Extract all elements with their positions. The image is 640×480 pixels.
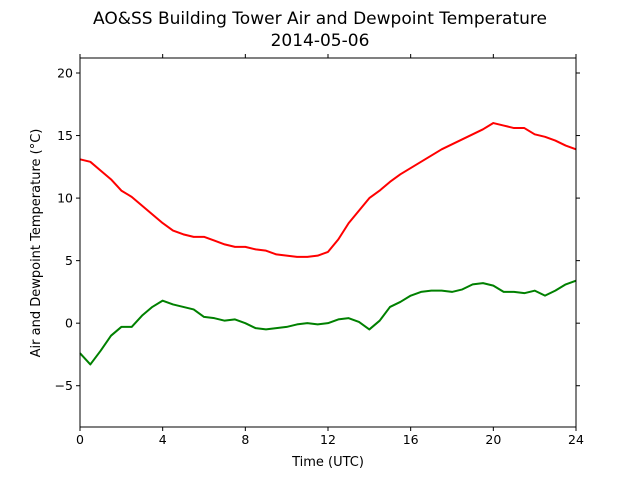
y-tick-label: 10 <box>57 191 73 206</box>
x-axis-label: Time (UTC) <box>291 455 364 470</box>
y-tick-label: 5 <box>65 253 73 268</box>
y-tick-label: −5 <box>55 378 73 393</box>
x-tick-label: 12 <box>320 432 336 447</box>
x-tick-label: 0 <box>76 432 84 447</box>
y-tick-label: 0 <box>65 316 73 331</box>
x-tick-label: 8 <box>241 432 249 447</box>
y-axis-label: Air and Dewpoint Temperature (°C) <box>29 129 44 358</box>
series-line-0 <box>79 122 577 258</box>
chart-title: AO&SS Building Tower Air and Dewpoint Te… <box>93 9 547 29</box>
plot-frame <box>79 57 577 428</box>
x-tick-label: 24 <box>568 432 584 447</box>
x-tick-label: 4 <box>159 432 167 447</box>
series-line-1 <box>79 279 577 366</box>
x-tick-label: 20 <box>485 432 501 447</box>
y-tick-label: 15 <box>57 128 73 143</box>
y-tick-label: 20 <box>57 66 73 81</box>
x-tick-label: 16 <box>403 432 419 447</box>
chart-subtitle: 2014-05-06 <box>271 31 370 51</box>
